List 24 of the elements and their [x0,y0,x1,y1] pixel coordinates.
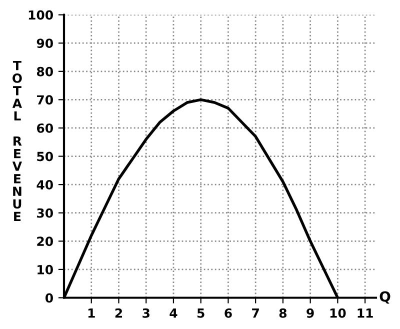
x-tick-label: 2 [115,308,122,318]
y-tick-label: 80 [36,66,53,76]
x-tick-label: 6 [224,308,232,318]
x-tick-label: 4 [170,308,178,318]
y-tick-label: 60 [36,123,53,133]
y-tick-label: 0 [45,293,53,303]
y-tick-label: 70 [37,95,53,105]
y-tick-label: 10 [38,264,53,274]
x-tick-label: 7 [252,308,259,318]
y-tick-label: 90 [36,38,53,48]
y-tick-label: 50 [37,152,53,162]
x-tick-label: 8 [279,308,287,318]
x-tick-label: 1 [88,308,95,318]
y-tick-label: 30 [37,208,53,218]
x-tick-label: 10 [330,308,346,318]
x-tick-label: 3 [142,308,150,318]
text: TOTAL REVENUE [12,61,22,222]
x-tick-label: 11 [358,308,373,318]
y-tick-label: 20 [37,236,53,246]
y-tick-label: 100 [28,10,53,20]
y-tick-label: 40 [36,180,53,190]
x-tick-label: 5 [197,308,204,318]
x-tick-label: 9 [306,308,314,318]
x-axis-title: Q [380,291,390,304]
